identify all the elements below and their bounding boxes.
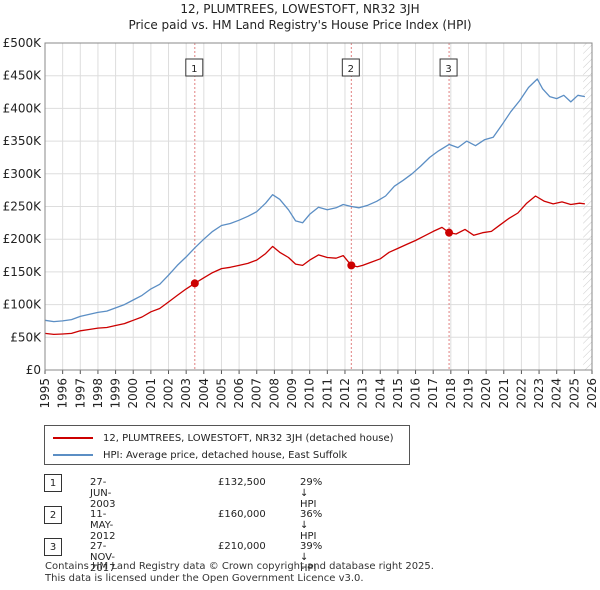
y-tick-label: £250K	[3, 200, 43, 214]
sale-number-label: 2	[348, 64, 354, 75]
x-tick-label: 1999	[109, 378, 123, 409]
y-tick-label: £50K	[10, 330, 42, 344]
y-tick-label: £400K	[3, 101, 43, 115]
y-tick-label: £300K	[3, 167, 43, 181]
x-tick-label: 2016	[409, 378, 423, 409]
x-tick-label: 2011	[320, 378, 334, 409]
sale-number-box	[185, 58, 204, 77]
y-tick-label: £200K	[3, 232, 43, 246]
transaction-number-badge: 3	[44, 538, 62, 556]
transaction-hpi-diff: 29% ↓ HPI	[300, 477, 323, 510]
plot-frame	[44, 42, 593, 371]
x-tick-label: 1996	[56, 378, 70, 409]
x-tick-label: 2023	[532, 378, 546, 409]
sale-point	[445, 228, 454, 237]
x-tick-label: 2014	[373, 378, 387, 409]
y-tick-label: £100K	[3, 298, 43, 312]
x-tick-label: 2015	[391, 378, 405, 409]
sale-number-label: 3	[445, 64, 451, 75]
x-tick-label: 1997	[73, 378, 87, 409]
legend-item-property: 12, PLUMTREES, LOWESTOFT, NR32 3JH (deta…	[53, 430, 394, 446]
x-tick-label: 1995	[38, 378, 52, 409]
property-series-line	[44, 195, 585, 336]
x-tick-label: 2026	[585, 378, 599, 409]
transaction-price: £210,000	[218, 541, 266, 552]
sale-number-box	[439, 58, 458, 77]
x-tick-label: 2001	[144, 378, 158, 409]
x-tick-label: 2004	[197, 378, 211, 409]
x-tick-label: 2012	[338, 378, 352, 409]
transaction-date: 27-JUN-2003	[90, 477, 116, 510]
transaction-number-badge: 2	[44, 506, 62, 524]
x-tick-label: 2000	[126, 378, 140, 409]
x-tick-label: 1998	[91, 378, 105, 409]
x-tick-label: 2017	[426, 378, 440, 409]
x-tick-label: 2010	[303, 378, 317, 409]
price-chart: £0 £50K £100K £150K £200K £250K £300K £350K £400…	[3, 36, 599, 409]
chart-legend: 12, PLUMTREES, LOWESTOFT, NR32 3JH (deta…	[44, 425, 410, 465]
x-tick-label: 2006	[232, 378, 246, 409]
sale-number-box	[341, 58, 360, 77]
chart-title-address: 12, PLUMTREES, LOWESTOFT, NR32 3JH	[180, 2, 420, 16]
x-tick-label: 2024	[550, 378, 564, 409]
x-tick-label: 2003	[179, 378, 193, 409]
legend-swatch-property	[53, 437, 93, 439]
y-tick-label: £350K	[3, 134, 43, 148]
legend-item-hpi: HPI: Average price, detached house, East…	[53, 447, 347, 463]
transaction-number-badge: 1	[44, 474, 62, 492]
chart-subtitle: Price paid vs. HM Land Registry's House …	[128, 18, 472, 32]
x-tick-label: 2019	[461, 378, 475, 409]
x-tick-label: 2007	[250, 378, 264, 409]
x-tick-label: 2008	[267, 378, 281, 409]
y-tick-label: £150K	[3, 265, 43, 279]
sale-point	[347, 261, 356, 270]
x-tick-label: 2025	[567, 378, 581, 409]
legend-label-hpi: HPI: Average price, detached house, East…	[103, 449, 348, 461]
y-tick-label: £450K	[3, 69, 43, 83]
hpi-series-line	[44, 78, 586, 323]
y-tick-label: £0	[26, 363, 41, 377]
transaction-date: 11-MAY-2012	[90, 509, 116, 542]
x-tick-label: 2021	[497, 378, 511, 409]
x-tick-label: 2009	[285, 378, 299, 409]
x-tick-label: 2005	[214, 378, 228, 409]
sale-point	[190, 279, 199, 288]
legend-swatch-hpi	[53, 454, 93, 456]
footer-attribution: Contains HM Land Registry data © Crown c…	[45, 561, 434, 585]
transaction-hpi-diff: 36% ↓ HPI	[300, 509, 323, 542]
x-tick-label: 2022	[514, 378, 528, 409]
forecast-hatch-area	[583, 43, 592, 370]
transaction-price: £132,500	[218, 477, 266, 488]
transaction-price: £160,000	[218, 509, 266, 520]
footer-copyright: Contains HM Land Registry data © Crown c…	[45, 561, 434, 572]
footer-licence: This data is licensed under the Open Gov…	[45, 573, 364, 584]
legend-label-property: 12, PLUMTREES, LOWESTOFT, NR32 3JH (deta…	[103, 432, 394, 444]
sale-number-label: 1	[191, 64, 197, 75]
x-tick-label: 2020	[479, 378, 493, 409]
x-tick-label: 2013	[356, 378, 370, 409]
x-tick-label: 2018	[444, 378, 458, 409]
transaction-date: 27-NOV-2017	[90, 541, 116, 574]
x-tick-label: 2002	[162, 378, 176, 409]
y-tick-label: £500K	[3, 36, 43, 50]
transaction-hpi-diff: 39% ↓ HPI	[300, 541, 323, 574]
